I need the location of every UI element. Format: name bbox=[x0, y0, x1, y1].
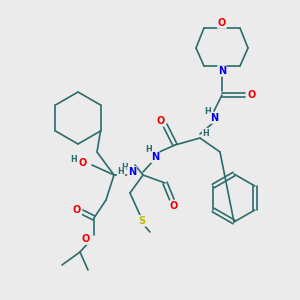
Text: S: S bbox=[138, 216, 146, 226]
Text: H: H bbox=[118, 167, 124, 176]
Text: H: H bbox=[202, 128, 209, 137]
Text: N: N bbox=[210, 113, 218, 123]
Text: O: O bbox=[218, 18, 226, 28]
Text: O: O bbox=[248, 90, 256, 100]
Text: H: H bbox=[70, 155, 77, 164]
Text: O: O bbox=[79, 158, 87, 168]
Text: N: N bbox=[151, 152, 159, 162]
Text: O: O bbox=[170, 201, 178, 211]
Text: H: H bbox=[122, 163, 128, 172]
Text: H: H bbox=[146, 146, 152, 154]
Text: N: N bbox=[218, 66, 226, 76]
Text: O: O bbox=[157, 116, 165, 126]
Text: H: H bbox=[205, 107, 212, 116]
Text: O: O bbox=[82, 234, 90, 244]
Text: O: O bbox=[73, 205, 81, 215]
Text: N: N bbox=[128, 167, 136, 177]
